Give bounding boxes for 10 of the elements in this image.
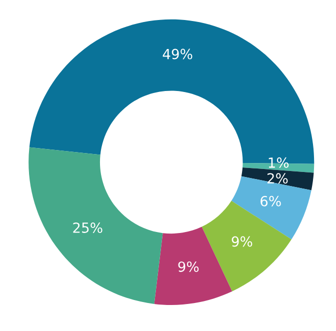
- data-label: 9%: [178, 261, 199, 272]
- data-label: 49%: [162, 48, 192, 60]
- data-label: 9%: [232, 236, 252, 247]
- donut-slice: [28, 147, 163, 304]
- data-label: 25%: [73, 222, 102, 233]
- donut-slice: [241, 167, 314, 190]
- donut-slice: [154, 226, 232, 305]
- data-label: 6%: [260, 196, 281, 206]
- data-label: 2%: [267, 173, 288, 184]
- data-label: 1%: [268, 157, 289, 168]
